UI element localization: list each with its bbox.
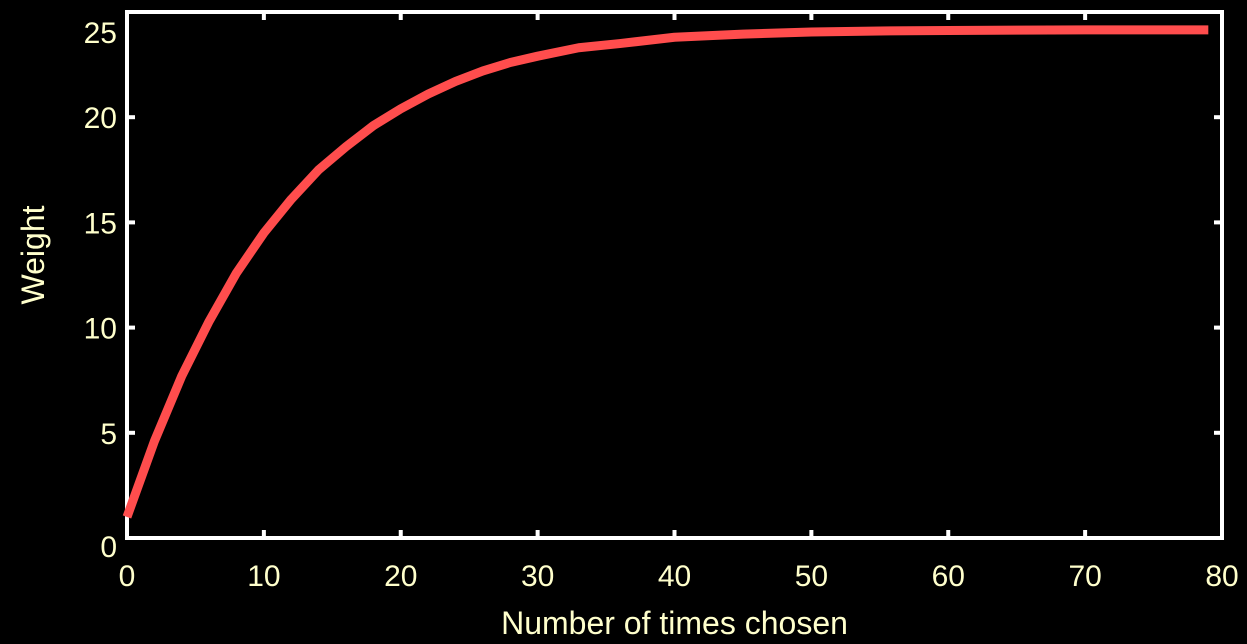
x-tick-label: 70 bbox=[1068, 560, 1101, 593]
y-tick-labels: 0 5 10 15 20 25 bbox=[84, 17, 117, 564]
series-line bbox=[122, 25, 1209, 519]
x-tick-labels: 0 10 20 30 40 50 60 70 80 bbox=[119, 560, 1239, 593]
x-tick-label: 10 bbox=[247, 560, 280, 593]
y-tick-label: 0 bbox=[100, 531, 117, 564]
tick-marks bbox=[125, 10, 1224, 540]
x-tick-label: 20 bbox=[384, 560, 417, 593]
x-tick-label: 60 bbox=[932, 560, 965, 593]
x-tick-label: 40 bbox=[658, 560, 691, 593]
y-tick-label: 5 bbox=[100, 418, 117, 451]
x-tick-label: 0 bbox=[119, 560, 136, 593]
y-tick-label: 10 bbox=[84, 313, 117, 346]
y-tick-label: 15 bbox=[84, 207, 117, 240]
y-tick-label: 25 bbox=[84, 17, 117, 50]
x-tick-label: 30 bbox=[521, 560, 554, 593]
y-tick-label: 20 bbox=[84, 102, 117, 135]
x-tick-label: 80 bbox=[1205, 560, 1238, 593]
x-tick-label: 50 bbox=[795, 560, 828, 593]
y-axis-title: Weight bbox=[15, 205, 51, 304]
x-axis-title: Number of times chosen bbox=[501, 605, 848, 641]
plot-frame bbox=[125, 10, 1224, 540]
